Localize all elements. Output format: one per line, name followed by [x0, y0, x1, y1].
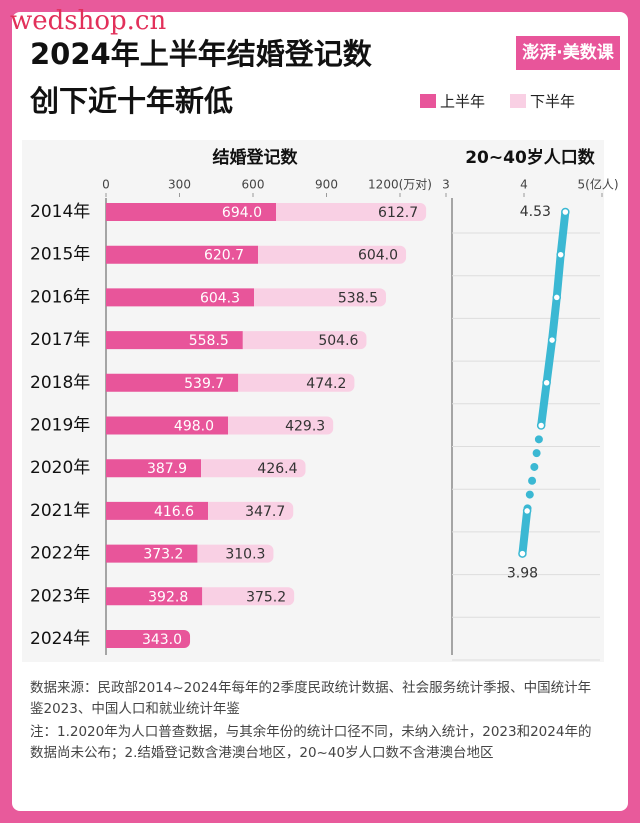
point: [556, 250, 565, 259]
bar: [254, 288, 386, 307]
y-tick-label: 2023年: [30, 586, 90, 606]
value-label: 620.7: [204, 248, 244, 264]
bar: [106, 416, 229, 435]
value-label: 4.53: [520, 204, 551, 220]
value-label: 343.0: [142, 632, 182, 648]
point: [522, 506, 532, 516]
bar: [201, 459, 306, 478]
bar: [106, 288, 255, 307]
value-label: 538.5: [338, 290, 378, 306]
bar: [106, 459, 202, 478]
x-tick-label: 4: [520, 178, 528, 192]
axis-title: 20~40岁人口数: [465, 147, 596, 168]
legend-swatch: [510, 94, 526, 108]
y-tick-label: 2020年: [30, 458, 90, 478]
bar: [106, 630, 191, 648]
value-label: 416.6: [154, 504, 194, 520]
point: [561, 207, 570, 217]
x-tick-label: 0: [102, 178, 110, 192]
value-label: 387.9: [147, 461, 187, 477]
value-label: 604.0: [358, 248, 398, 264]
x-tick-label: 900: [315, 178, 338, 192]
bar: [238, 373, 355, 392]
legend-label: 下半年: [530, 93, 575, 111]
y-tick-label: 2014年: [30, 202, 90, 222]
bar: [197, 544, 274, 563]
value-label: 498.0: [174, 419, 214, 435]
legend-swatch: [420, 94, 436, 108]
value-label: 375.2: [246, 589, 286, 605]
title: 2024年上半年结婚登记数: [30, 37, 373, 71]
logo-box: [516, 36, 620, 70]
value-label: 504.6: [318, 333, 358, 349]
note: 注：1.2020年为人口普查数据，与其余年份的统计口径不同，未纳入统计，2023…: [30, 724, 592, 761]
x-tick-label: 300: [168, 178, 191, 192]
point: [536, 421, 546, 430]
value-label: 474.2: [306, 376, 346, 392]
bar: [106, 587, 203, 606]
y-tick-label: 2016年: [30, 287, 90, 307]
bar: [208, 501, 294, 520]
value-label: 604.3: [200, 290, 240, 306]
bar: [106, 245, 259, 264]
gap-connector: [523, 421, 546, 515]
line: [537, 208, 570, 430]
bar: [106, 203, 277, 221]
title: 创下近十年新低: [29, 84, 233, 118]
bar: [258, 245, 407, 264]
y-tick-label: 2022年: [30, 544, 90, 564]
point: [542, 378, 551, 388]
bar: [106, 501, 209, 520]
value-label: 426.4: [257, 461, 297, 477]
x-tick-label: 1200(万对): [368, 178, 432, 192]
bar: [106, 544, 198, 563]
x-tick-label: 600: [242, 178, 265, 192]
y-tick-label: 2018年: [30, 373, 90, 393]
bar: [242, 331, 367, 350]
point: [552, 293, 562, 302]
y-tick-label: 2019年: [30, 416, 90, 436]
x-tick-label: 3: [442, 178, 450, 192]
value-label: 429.3: [285, 419, 325, 435]
value-label: 694.0: [222, 205, 262, 221]
bar: [202, 587, 295, 606]
source: 数据来源：民政部2014~2024年每年的2季度民政统计数据、社会服务统计季报、…: [30, 680, 592, 717]
x-tick-label: 5(亿人): [578, 177, 619, 192]
line: [518, 506, 532, 558]
value-label: 392.8: [148, 589, 188, 605]
value-label: 373.2: [143, 547, 183, 563]
bar: [276, 203, 427, 221]
value-label: 539.7: [184, 376, 224, 392]
value-label: 558.5: [189, 333, 229, 349]
point: [518, 549, 527, 558]
watermark: wedshop.cn: [10, 6, 166, 36]
y-tick-label: 2017年: [30, 330, 90, 350]
y-tick-label: 2015年: [30, 245, 90, 265]
y-tick-label: 2021年: [30, 501, 90, 521]
logo: 澎湃·美数课: [522, 42, 614, 63]
bar: [106, 331, 243, 350]
axis-title: 结婚登记数: [213, 147, 299, 168]
value-label: 310.3: [225, 547, 265, 563]
value-label: 347.7: [245, 504, 285, 520]
bar: [106, 373, 239, 392]
legend-label: 上半年: [440, 93, 485, 111]
value-label: 3.98: [507, 566, 538, 582]
point: [547, 335, 557, 345]
value-label: 612.7: [378, 205, 418, 221]
y-tick-label: 2024年: [30, 629, 90, 649]
bar: [228, 416, 334, 435]
